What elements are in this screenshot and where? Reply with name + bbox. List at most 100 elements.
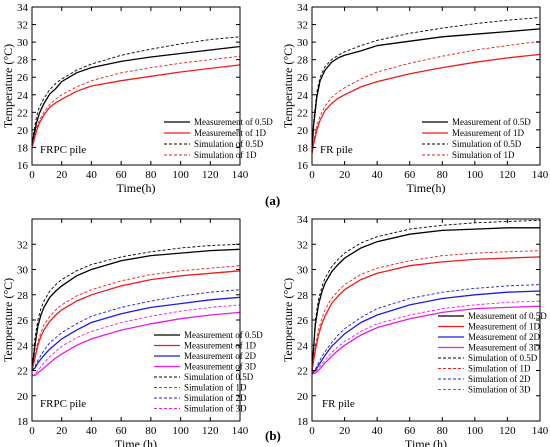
x-tick-label-5: 100: [467, 169, 484, 181]
x-tick-label-3: 60: [404, 425, 416, 437]
x-tick-label-4: 80: [145, 169, 157, 181]
x-tick-label-2: 40: [86, 425, 98, 437]
legend-entry-1: Measurement of 0.5D: [468, 311, 547, 321]
series-line-4-5: [311, 219, 541, 371]
x-tick-label-6: 120: [202, 425, 219, 437]
y-tick-label-7: 30: [297, 37, 309, 49]
x-axis-label: Time (h): [115, 437, 157, 447]
legend-entry-5: Simulation of 0.5D: [184, 372, 254, 382]
x-tick-label-0: 0: [309, 169, 315, 181]
y-tick-label-2: 20: [17, 125, 29, 137]
x-tick-label-2: 40: [372, 425, 384, 437]
series-line-3-4: [32, 311, 241, 377]
x-tick-label-7: 140: [532, 169, 549, 181]
series-line-4-3: [311, 290, 541, 374]
y-tick-label-4: 24: [297, 90, 309, 102]
x-tick-label-3: 60: [116, 425, 128, 437]
x-tick-label-3: 60: [116, 169, 128, 181]
x-tick-label-4: 80: [437, 169, 449, 181]
y-tick-label-4: 26: [17, 315, 29, 327]
y-tick-label-3: 24: [17, 340, 29, 352]
series-line-1-4: [31, 55, 241, 148]
x-tick-label-5: 100: [467, 425, 484, 437]
y-tick-label-3: 24: [297, 340, 309, 352]
series-line-1-2: [31, 64, 241, 148]
series-line-1-3: [31, 36, 241, 145]
x-tick-label-2: 40: [86, 169, 98, 181]
legend-entry-1: Measurement of 0.5D: [184, 330, 263, 340]
y-tick-label-0: 18: [17, 416, 29, 428]
panel-label: FR pile: [320, 144, 353, 156]
chart-4: 0 20 40 60 80 100 120 140 18 20 22 24 26 28 30 32 34 Time…: [281, 214, 549, 447]
panel-label: FRPC pile: [40, 398, 86, 410]
y-tick-label-5: 28: [17, 290, 29, 302]
y-tick-label-2: 22: [297, 366, 308, 378]
series-line-2-2: [311, 53, 541, 154]
series-line-4-2: [311, 256, 541, 371]
legend-entry-5: Simulation of 0.5D: [468, 353, 538, 363]
x-tick-label-1: 20: [56, 169, 67, 181]
legend-entry-1: Measurement of 0.5D: [194, 117, 273, 127]
legend-entry-6: Simulation of 1D: [184, 383, 247, 393]
series-line-4-1: [311, 227, 540, 371]
legend-entry-4: Simulation of 1D: [194, 150, 257, 160]
series-line-1-1: [31, 45, 241, 145]
legend-entry-4: Measurement of 3D: [184, 362, 256, 372]
caption-b: (b): [265, 428, 281, 443]
y-tick-label-9: 34: [17, 2, 29, 14]
series-line-3-3: [31, 296, 241, 371]
plot-frame: [311, 6, 541, 166]
y-tick-label-9: 34: [297, 2, 309, 14]
legend-entry-2: Measurement of 1D: [452, 128, 524, 138]
y-tick-label-1: 18: [297, 142, 309, 154]
y-tick-label-7: 32: [297, 239, 308, 251]
chart-1: 0 20 40 60 80 100 120 140 16 18 20 22 24 26 28 30 32 34 Ti…: [1, 2, 273, 195]
series-line-3-8: [31, 304, 241, 376]
series-line-2-4: [311, 40, 541, 154]
y-tick-label-4: 24: [17, 90, 29, 102]
series-line-3-6: [31, 265, 241, 371]
y-tick-label-3: 22: [297, 107, 308, 119]
y-tick-label-5: 26: [17, 72, 29, 84]
x-tick-label-4: 80: [437, 425, 449, 437]
x-tick-label-7: 140: [532, 425, 549, 437]
x-tick-label-1: 20: [339, 425, 351, 437]
x-tick-label-6: 120: [499, 169, 516, 181]
caption-a: (a): [265, 193, 281, 208]
x-axis-label: Time(h): [407, 181, 446, 195]
y-tick-label-5: 28: [297, 290, 309, 302]
x-axis-label: Time(h): [117, 181, 156, 195]
y-tick-label-8: 34: [297, 214, 309, 226]
y-tick-label-7: 32: [17, 239, 28, 251]
x-tick-label-6: 120: [202, 169, 219, 181]
x-tick-label-7: 140: [232, 425, 249, 437]
chart-3: 0 20 40 60 80 100 120 140 18 20 22 24 26 28 30 32 Time (…: [1, 218, 263, 447]
y-axis-label: Temperature (°C): [281, 44, 295, 128]
x-tick-label-2: 40: [372, 169, 384, 181]
y-tick-label-4: 26: [297, 315, 309, 327]
legend-entry-3: Simulation of 0.5D: [452, 139, 522, 149]
y-tick-label-8: 32: [17, 20, 28, 32]
legend-entry-8: Simulation of 3D: [468, 385, 531, 395]
legend-entry-2: Measurement of 1D: [184, 341, 256, 351]
legend-entry-8: Simulation of 3D: [184, 404, 247, 414]
panel-label: FRPC pile: [40, 144, 86, 156]
legend-entry-2: Measurement of 1D: [194, 128, 266, 138]
y-tick-label-6: 30: [297, 265, 309, 277]
y-tick-label-7: 30: [17, 37, 29, 49]
y-axis-label: Temperature (°C): [1, 44, 15, 128]
legend-entry-1: Measurement of 0.5D: [452, 117, 531, 127]
series-line-3-2: [31, 270, 241, 371]
series-line-2-1: [311, 28, 541, 152]
y-tick-label-0: 16: [297, 160, 309, 172]
x-tick-label-0: 0: [309, 425, 315, 437]
x-tick-label-1: 20: [339, 169, 351, 181]
y-tick-label-2: 20: [297, 125, 309, 137]
x-tick-label-5: 100: [172, 169, 189, 181]
series-line-3-1: [31, 248, 241, 371]
y-tick-label-2: 22: [17, 366, 28, 378]
x-tick-label-5: 100: [172, 425, 189, 437]
x-tick-label-0: 0: [29, 425, 35, 437]
x-tick-label-6: 120: [499, 425, 516, 437]
